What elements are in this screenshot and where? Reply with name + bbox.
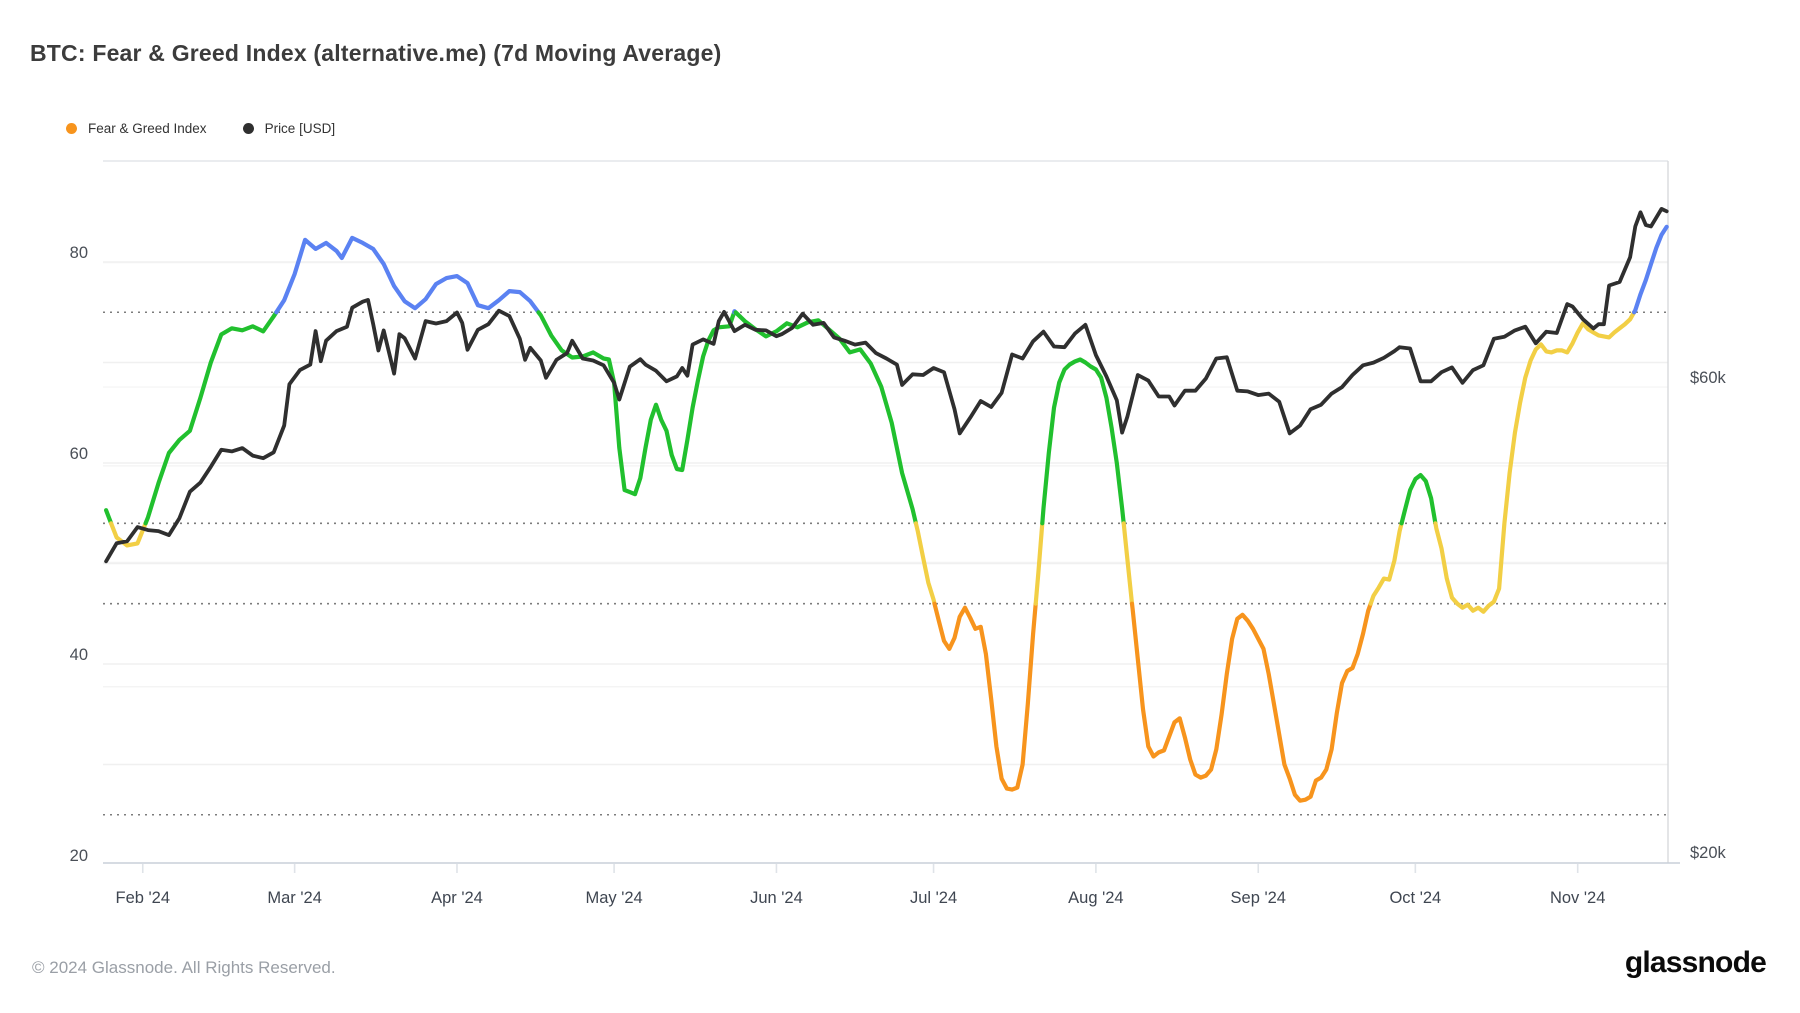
- fear-greed-line-segment-4[interactable]: [536, 310, 737, 497]
- fear-greed-line-segment-15[interactable]: [1433, 521, 1494, 614]
- left-axis-label-40: 40: [70, 646, 88, 664]
- x-axis-label-Aug '24: Aug '24: [1068, 889, 1123, 907]
- copyright-text: © 2024 Glassnode. All Rights Reserved.: [32, 958, 336, 977]
- fear-greed-line-segment-11[interactable]: [1121, 521, 1135, 606]
- x-axis-label-Jun '24: Jun '24: [750, 889, 803, 907]
- x-axis-label-Apr '24: Apr '24: [431, 889, 483, 907]
- page-title: BTC: Fear & Greed Index (alternative.me)…: [30, 40, 722, 66]
- fear-greed-line-segment-1[interactable]: [109, 521, 148, 548]
- x-axis-label-Nov '24: Nov '24: [1550, 889, 1605, 907]
- left-axis-label-60: 60: [70, 445, 88, 463]
- fear-greed-line-segment-2[interactable]: [143, 310, 279, 526]
- right-axis-label-$60k: $60k: [1690, 369, 1727, 387]
- x-axis-label-May '24: May '24: [585, 889, 642, 907]
- fear-greed-line-segment-6[interactable]: [733, 310, 918, 526]
- legend-label-fear-greed: Fear & Greed Index: [88, 121, 207, 136]
- left-axis-label-80: 80: [70, 244, 88, 262]
- fear-greed-line-segment-3[interactable]: [274, 235, 541, 315]
- x-axis-label-Mar '24: Mar '24: [267, 889, 322, 907]
- fear-greed-line-segment-9[interactable]: [1033, 521, 1045, 606]
- right-axis-label-$20k: $20k: [1690, 844, 1727, 862]
- legend-item-fear-greed[interactable]: Fear & Greed Index: [66, 121, 207, 136]
- fear-greed-line-segment-10[interactable]: [1040, 357, 1126, 526]
- legend-label-price: Price [USD]: [264, 121, 336, 136]
- fear-greed-line-segment-7[interactable]: [913, 521, 937, 606]
- x-axis-label-Jul '24: Jul '24: [910, 889, 957, 907]
- fear-greed-line-segment-17[interactable]: [1632, 224, 1669, 315]
- price-line[interactable]: [104, 207, 1669, 564]
- left-axis-label-20: 20: [70, 847, 88, 865]
- x-axis-label-Sep '24: Sep '24: [1231, 889, 1286, 907]
- price-legend-dot-icon: [242, 123, 254, 134]
- x-axis-label-Feb '24: Feb '24: [115, 889, 170, 907]
- fear-greed-line-segment-8[interactable]: [932, 601, 1038, 792]
- fear-greed-line-segment-14[interactable]: [1399, 473, 1438, 526]
- fear-greed-line-segment-13[interactable]: [1368, 521, 1404, 606]
- glassnode-logo[interactable]: glassnode: [1624, 946, 1767, 979]
- legend-item-price[interactable]: Price [USD]: [242, 121, 336, 136]
- chart-legend: Fear & Greed Index Price [USD]: [66, 121, 335, 136]
- fear-greed-line-segment-16[interactable]: [1489, 310, 1637, 606]
- fear-greed-line-segment-12[interactable]: [1129, 601, 1373, 803]
- fear-greed-line-segment-0[interactable]: [104, 508, 114, 526]
- x-axis-label-Oct '24: Oct '24: [1389, 889, 1441, 907]
- fear-greed-legend-dot-icon: [66, 123, 77, 134]
